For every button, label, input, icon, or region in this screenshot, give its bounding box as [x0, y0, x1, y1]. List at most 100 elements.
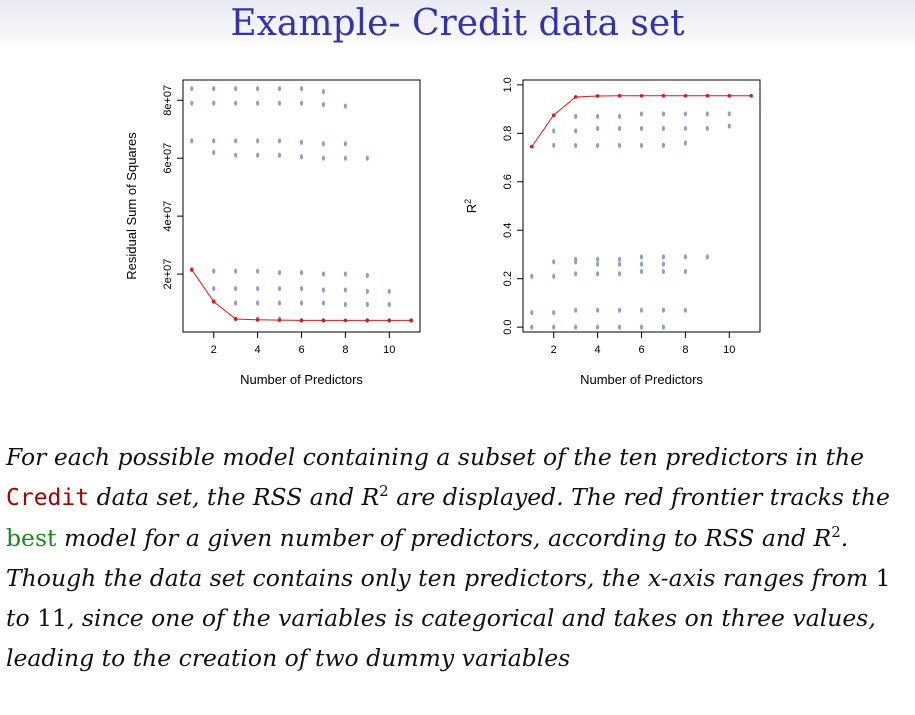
model-point — [552, 310, 556, 316]
model-point — [212, 149, 216, 156]
model-point — [683, 140, 687, 146]
model-point — [574, 142, 578, 149]
model-point — [574, 128, 578, 134]
x-variable: x — [647, 564, 661, 592]
model-point — [617, 142, 622, 149]
model-point — [256, 138, 260, 144]
model-point — [639, 307, 644, 313]
x-tick-label: 10 — [723, 344, 735, 356]
model-point — [321, 287, 326, 293]
model-point — [343, 271, 347, 277]
model-point — [365, 272, 369, 279]
x-axis-title: Number of Predictors — [240, 372, 363, 387]
model-point — [617, 113, 622, 119]
r-squared-exponent: 2 — [379, 482, 389, 501]
model-point — [639, 254, 644, 260]
model-point — [574, 259, 578, 265]
best-frontier-line — [531, 95, 752, 147]
model-point — [661, 307, 666, 313]
model-point — [299, 270, 304, 276]
model-point — [661, 254, 666, 260]
caption-text-2: data set, the RSS and — [89, 483, 362, 511]
model-point — [574, 271, 578, 277]
model-point — [552, 142, 556, 149]
model-point — [552, 273, 556, 279]
model-point — [617, 256, 622, 262]
model-point — [639, 261, 644, 267]
slide-title: Example- Credit data set — [230, 3, 685, 44]
model-point — [683, 268, 687, 275]
frontier-point — [343, 318, 348, 323]
model-point — [234, 152, 238, 158]
model-point — [234, 285, 238, 292]
model-point — [596, 324, 600, 330]
r-symbol-2: R — [813, 524, 832, 552]
model-point — [234, 100, 238, 106]
model-point — [727, 111, 731, 117]
model-point — [552, 259, 556, 265]
model-point — [234, 300, 238, 306]
model-point — [639, 125, 644, 132]
frontier-point — [529, 144, 534, 149]
model-point — [639, 324, 644, 330]
model-point — [343, 155, 347, 161]
model-point — [299, 154, 304, 160]
model-point — [387, 301, 391, 308]
model-point — [574, 307, 578, 313]
model-point — [617, 307, 622, 313]
y-tick-label: 0.0 — [502, 320, 514, 335]
model-point — [574, 324, 578, 330]
frontier-point — [409, 318, 414, 323]
y-tick-label: 0.8 — [502, 126, 514, 141]
frontier-point — [233, 317, 238, 321]
model-point — [256, 86, 260, 92]
model-point — [530, 324, 534, 330]
frontier-point — [573, 95, 578, 99]
model-point — [530, 273, 534, 279]
model-point — [596, 125, 600, 132]
model-point — [661, 111, 666, 117]
model-point — [661, 142, 666, 149]
x-tick-label: 4 — [255, 344, 261, 356]
model-point — [705, 111, 709, 117]
model-point — [277, 86, 282, 92]
model-point — [256, 268, 260, 274]
model-point — [596, 271, 600, 277]
caption-text-1: For each possible model containing a sub… — [6, 443, 865, 471]
model-point — [365, 155, 369, 161]
model-point — [299, 285, 304, 292]
model-point — [661, 324, 666, 330]
best-frontier-line — [191, 269, 412, 321]
model-point — [639, 111, 644, 117]
r-squared-exponent-2: 2 — [831, 523, 841, 542]
y-tick-label: 6e+07 — [162, 143, 174, 174]
model-point — [321, 102, 326, 108]
model-point — [365, 288, 369, 295]
model-point — [256, 100, 260, 106]
model-point — [387, 288, 391, 295]
frontier-point — [661, 93, 666, 98]
model-point — [299, 100, 304, 106]
title-bar — [0, 0, 915, 48]
model-point — [705, 125, 709, 132]
frontier-point — [683, 93, 688, 98]
model-point — [639, 268, 644, 275]
model-point — [596, 142, 600, 149]
model-point — [343, 301, 347, 308]
r-symbol: R — [361, 483, 380, 511]
frontier-point — [551, 113, 556, 117]
model-point — [617, 125, 622, 132]
model-point — [321, 155, 326, 161]
model-point — [365, 301, 369, 308]
model-point — [212, 268, 216, 274]
frontier-point — [617, 93, 622, 98]
frontier-point — [211, 299, 216, 304]
x-tick-label: 6 — [638, 344, 644, 356]
model-point — [277, 270, 282, 276]
model-point — [212, 86, 216, 92]
x-tick-label: 2 — [551, 344, 557, 356]
y-tick-label: 2e+07 — [162, 259, 174, 290]
model-point — [683, 125, 687, 132]
x-tick-label: 8 — [342, 344, 348, 356]
frontier-point — [727, 93, 732, 98]
